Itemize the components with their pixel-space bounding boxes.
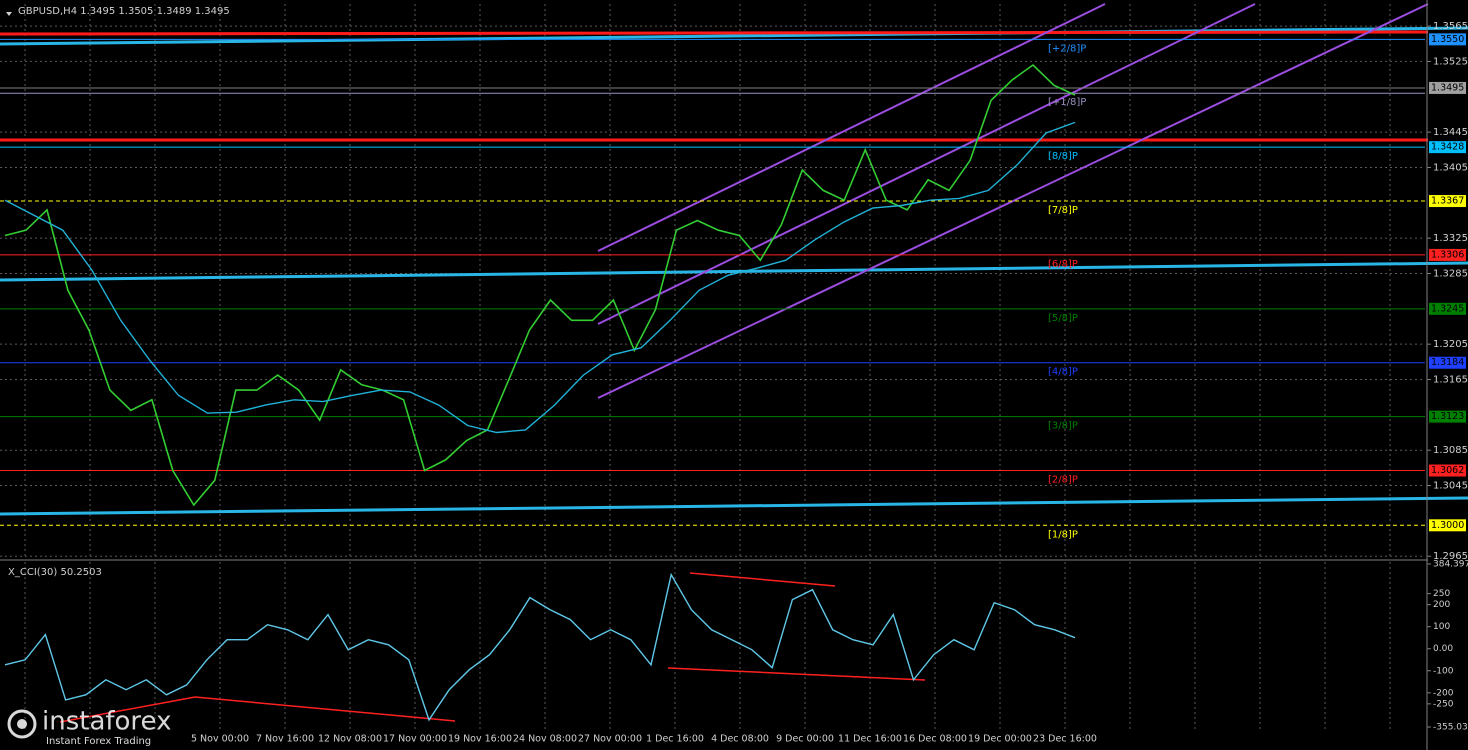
level-label: [+1/8]P [1048, 97, 1086, 108]
x-tick-label: 1 Dec 16:00 [646, 734, 704, 745]
level-label: [4/8]P [1048, 367, 1078, 378]
channel-line [597, 3, 1429, 399]
y-tick-label: 1.3085 [1433, 445, 1468, 456]
y-tick-label: 1.3525 [1433, 56, 1468, 67]
x-tick-label: 4 Dec 08:00 [711, 734, 769, 745]
y-tick-label: 1.3285 [1433, 268, 1468, 279]
series-line [4, 121, 1076, 434]
level-price-box [1429, 141, 1466, 154]
x-tick-label: 17 Nov 00:00 [383, 734, 447, 745]
divergence-line [689, 572, 836, 587]
level-price-box [1429, 410, 1466, 423]
y-tick-label: -355.0318 [1433, 723, 1468, 733]
level-price-box [1429, 356, 1466, 369]
level-price-box [1429, 33, 1466, 46]
level-price-label: 1.3123 [1431, 411, 1464, 422]
watermark: instaforex Instant Forex Trading [7, 707, 171, 747]
current-price-box [1429, 81, 1466, 94]
levels-layer: [+2/8]P [+1/8]P [8/8]P [7/8]P [6/8]P [5/8]P [4… [0, 38, 1425, 540]
x-tick-label: 5 Nov 00:00 [191, 734, 249, 745]
current-price-label: 1.3495 [1431, 82, 1464, 93]
x-tick-label: 9 Dec 00:00 [776, 734, 834, 745]
watermark-brand: instaforex [42, 707, 171, 737]
chart-title: GBPUSD,H4 1.3495 1.3505 1.3489 1.3495 [18, 6, 230, 17]
level-price-label: 1.3306 [1431, 249, 1464, 260]
level-price-label: 1.3000 [1431, 520, 1464, 531]
y-tick-label: 1.3445 [1433, 127, 1468, 138]
y-tick-label: -250 [1433, 699, 1454, 709]
y-tick-label: 100 [1433, 622, 1450, 632]
level-label: [7/8]P [1048, 205, 1078, 216]
series-line [4, 572, 1076, 722]
title-marker [6, 12, 12, 16]
y-tick-label: -100 [1433, 666, 1454, 676]
x-tick-label: 16 Dec 08:00 [903, 734, 967, 745]
grid-layer [0, 4, 1425, 730]
y-tick-label: 200 [1433, 600, 1450, 610]
x-tick-label: 19 Nov 16:00 [448, 734, 512, 745]
labels-layer: 1.3565 1.3525 1.3445 1.3405 1.3325 1.3285 1.32… [191, 21, 1468, 744]
watermark-logo [7, 709, 37, 739]
level-price-box [1429, 519, 1466, 532]
level-price-box [1429, 302, 1466, 315]
level-price-label: 1.3062 [1431, 465, 1464, 476]
y-tick-label: 1.3205 [1433, 339, 1468, 350]
y-tick-label: 1.3565 [1433, 21, 1468, 32]
channel-line [597, 3, 1256, 325]
level-price-box [1429, 464, 1466, 477]
series-line [4, 63, 1076, 507]
level-price-label: 1.3245 [1431, 303, 1464, 314]
divergence-line [194, 696, 456, 722]
x-tick-label: 24 Nov 08:00 [513, 734, 577, 745]
level-label: [5/8]P [1048, 313, 1078, 324]
y-tick-label: 1.3045 [1433, 481, 1468, 492]
level-price-label: 1.3367 [1431, 196, 1464, 207]
y-tick-label: -200 [1433, 688, 1454, 698]
divergence-line [59, 696, 196, 723]
level-label: [8/8]P [1048, 151, 1078, 162]
resistance-line [0, 30, 1429, 36]
channel-line [597, 3, 1106, 252]
series-layer [4, 63, 1076, 722]
trend-line [0, 496, 1468, 516]
level-price-box [1429, 195, 1466, 208]
x-tick-label: 7 Nov 16:00 [256, 734, 314, 745]
x-tick-label: 27 Nov 00:00 [578, 734, 642, 745]
watermark-tagline: Instant Forex Trading [46, 736, 151, 747]
level-price-label: 1.3550 [1431, 34, 1464, 45]
y-tick-label: 1.3325 [1433, 233, 1468, 244]
x-tick-label: 11 Dec 16:00 [838, 734, 902, 745]
x-tick-label: 23 Dec 16:00 [1033, 734, 1097, 745]
level-label: [1/8]P [1048, 529, 1078, 540]
y-tick-label: 1.3165 [1433, 375, 1468, 386]
level-price-label: 1.3184 [1431, 357, 1464, 368]
level-label: [+2/8]P [1048, 43, 1086, 54]
y-tick-label: 0.00 [1433, 644, 1453, 654]
level-label: [2/8]P [1048, 475, 1078, 486]
level-label: [3/8]P [1048, 421, 1078, 432]
level-price-box [1429, 248, 1466, 261]
level-price-label: 1.3428 [1431, 142, 1464, 153]
level-label: [6/8]P [1048, 259, 1078, 270]
y-tick-label: 1.3405 [1433, 162, 1468, 173]
y-tick-label: 250 [1433, 589, 1450, 599]
x-tick-label: 19 Dec 00:00 [968, 734, 1032, 745]
indicator-title: X_CCI(30) 50.2503 [8, 567, 102, 578]
trend-line [0, 26, 1468, 46]
y-tick-label: 1.2965 [1433, 551, 1468, 562]
trend-line [0, 261, 1468, 282]
watermark-logo [17, 719, 27, 729]
y-tick-label: 384.3971 [1433, 560, 1468, 570]
x-tick-label: 12 Nov 08:00 [318, 734, 382, 745]
divergence-line [667, 667, 926, 681]
